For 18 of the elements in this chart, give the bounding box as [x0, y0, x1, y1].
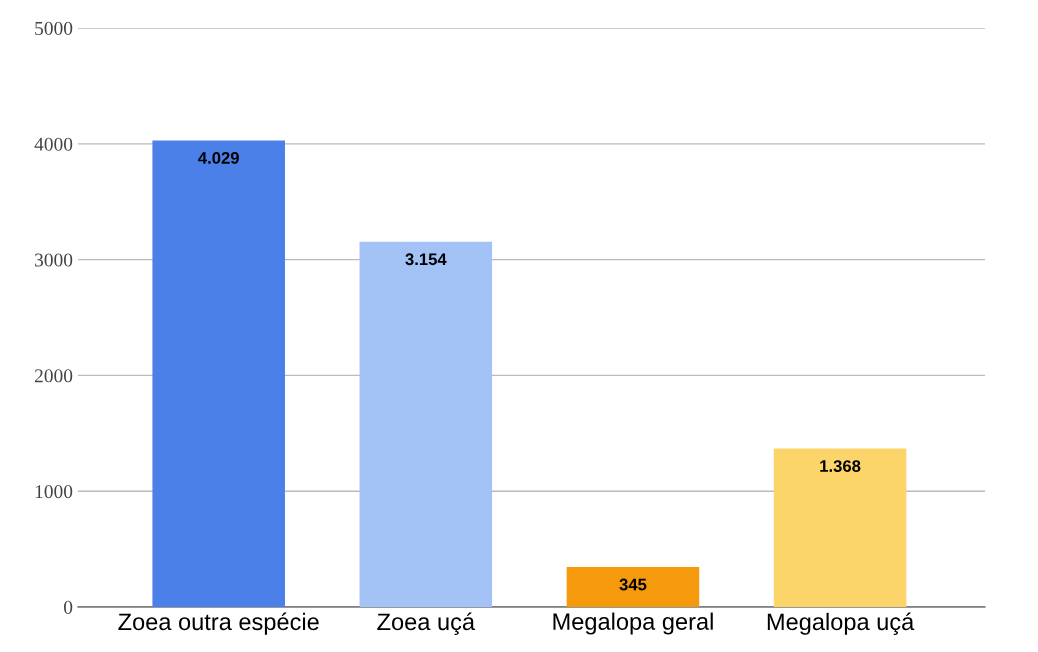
bar	[152, 140, 285, 608]
x-tick-label: Zoea uçá	[377, 612, 476, 635]
data-label: 4.029	[198, 152, 239, 164]
y-tick-label: 5000	[35, 21, 73, 35]
x-tick-label: Zoea outra espécie	[118, 612, 319, 635]
x-tick-label: Megalopa geral	[553, 612, 713, 635]
y-tick-label: 4000	[34, 137, 73, 151]
y-tick-label: 0	[64, 600, 73, 614]
y-tick-label: 3000	[35, 253, 73, 267]
bar	[773, 448, 907, 608]
y-tick-label: 2000	[34, 369, 73, 383]
data-label: 3.154	[405, 253, 447, 266]
bar	[566, 567, 700, 608]
y-tick-label: 1000	[35, 485, 73, 499]
data-label: 345	[619, 578, 647, 591]
data-label: 1.368	[820, 460, 861, 472]
bar	[359, 241, 493, 608]
x-tick-label: Megalopa uçá	[767, 612, 915, 635]
